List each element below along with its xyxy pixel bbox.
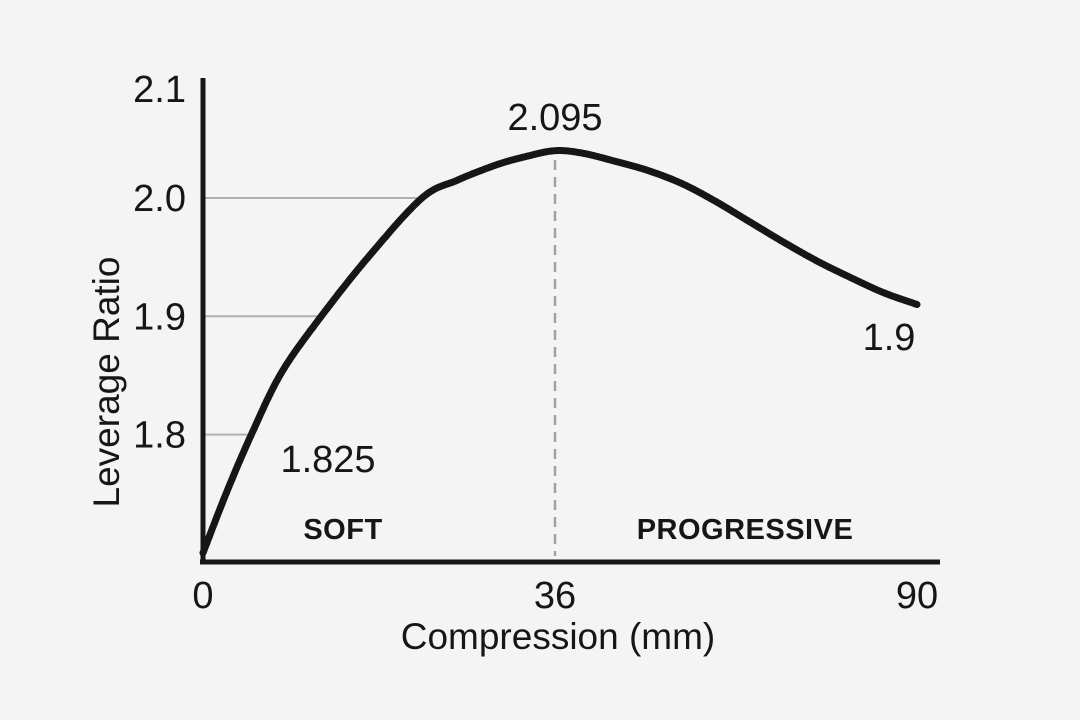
x-tick-label-36: 36 [534,575,576,617]
y-axis-title: Leverage Ratio [86,257,127,508]
y-tick-label-1.8: 1.8 [133,415,186,457]
leverage-ratio-curve [199,147,921,557]
y-tick-label-2.1: 2.1 [133,69,186,111]
region-label-soft: SOFT [303,514,382,546]
x-axis-title: Compression (mm) [401,616,716,657]
x-axis-tick-labels: 0 36 90 [192,575,938,617]
x-tick-label-90: 90 [896,575,938,617]
peak-value-label: 2.095 [507,97,602,139]
region-label-progressive: PROGRESSIVE [637,514,854,546]
y-tick-label-1.9: 1.9 [133,296,186,338]
end-value-label: 1.9 [863,317,916,359]
rise-value-label: 1.825 [280,439,375,481]
y-tick-label-2.0: 2.0 [133,178,186,220]
horizontal-gridlines [205,197,424,436]
y-axis-tick-labels: 2.1 2.0 1.9 1.8 [133,69,186,457]
x-tick-label-0: 0 [192,575,213,617]
